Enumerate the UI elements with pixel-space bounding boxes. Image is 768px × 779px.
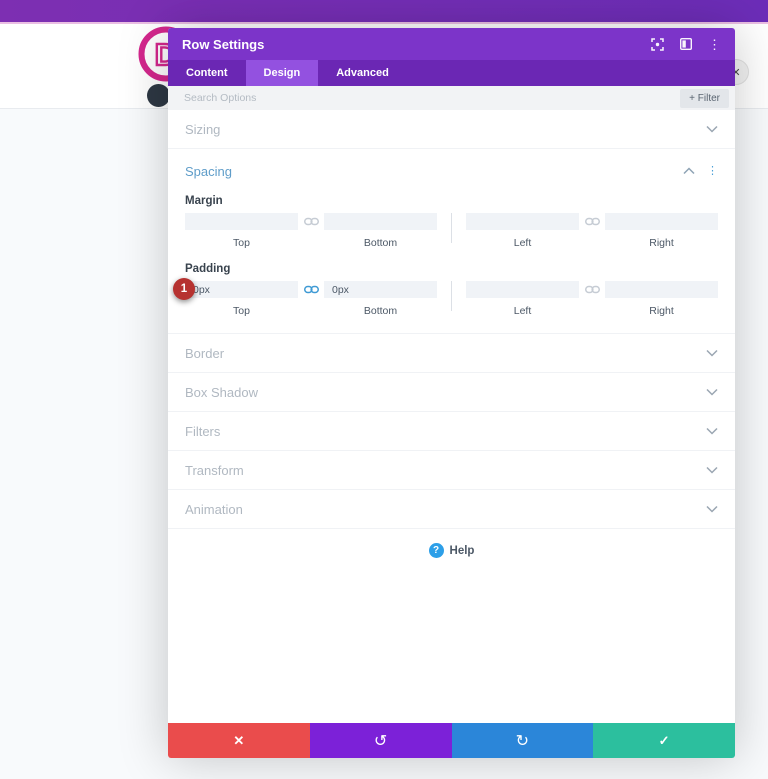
undo-icon: ↺: [373, 732, 388, 750]
help-link[interactable]: ? Help: [168, 543, 735, 558]
section-animation[interactable]: Animation: [168, 490, 735, 529]
section-transform[interactable]: Transform: [168, 451, 735, 490]
filter-button[interactable]: + Filter: [680, 88, 729, 108]
exit-icon: ✕: [731, 66, 741, 79]
builder-dot-button[interactable]: [147, 84, 170, 107]
link-values-icon[interactable]: [579, 281, 605, 294]
section-label: Border: [185, 345, 225, 361]
redo-icon: ↻: [515, 732, 530, 750]
modal-footer: ✕ ↺ ↻ ✓: [168, 723, 735, 758]
field-label: Bottom: [363, 305, 398, 317]
section-spacing-header[interactable]: Spacing ⋮: [185, 149, 718, 193]
padding-group: Padding 1 Top: [173, 263, 718, 317]
margin-group: Margin Top: [185, 195, 718, 249]
field-label: Top: [233, 237, 250, 249]
section-box-shadow[interactable]: Box Shadow: [168, 373, 735, 412]
tab-design[interactable]: Design: [245, 60, 319, 86]
chevron-down-icon: [706, 383, 718, 401]
section-label: Box Shadow: [185, 384, 258, 400]
link-values-icon[interactable]: [579, 213, 605, 226]
settings-content: Sizing Spacing ⋮ Margin: [168, 110, 735, 723]
close-icon: ✕: [233, 732, 245, 748]
margin-top-input[interactable]: [185, 213, 298, 230]
field-label: Left: [513, 305, 532, 317]
section-filters[interactable]: Filters: [168, 412, 735, 451]
modal-tab-bar: Content Design Advanced: [168, 60, 735, 86]
field-group-divider: [451, 213, 452, 243]
tab-content[interactable]: Content: [186, 67, 228, 79]
tab-advanced[interactable]: Advanced: [336, 67, 389, 79]
section-label: Sizing: [185, 121, 221, 137]
check-icon: ✓: [658, 732, 670, 748]
link-values-icon[interactable]: [298, 213, 324, 226]
field-label: Left: [513, 237, 532, 249]
chevron-down-icon: [706, 422, 718, 440]
search-options-bar: + Filter: [168, 86, 735, 110]
chevron-down-icon: [706, 500, 718, 518]
margin-left-input[interactable]: [466, 213, 579, 230]
section-label: Spacing: [185, 163, 232, 179]
chevron-up-icon[interactable]: [683, 162, 695, 180]
undo-button[interactable]: ↺: [309, 723, 452, 758]
padding-left-input[interactable]: [466, 281, 579, 298]
field-label: Right: [649, 237, 674, 249]
discard-button[interactable]: ✕: [168, 723, 310, 758]
kebab-menu-icon[interactable]: ⋮: [708, 36, 721, 52]
section-border[interactable]: Border: [168, 334, 735, 373]
expand-icon[interactable]: [651, 37, 664, 51]
field-label: Right: [649, 305, 674, 317]
section-options-icon[interactable]: ⋮: [707, 164, 718, 177]
section-sizing[interactable]: Sizing: [168, 110, 735, 149]
link-values-icon-active[interactable]: [298, 281, 324, 294]
margin-right-input[interactable]: [605, 213, 718, 230]
redo-button[interactable]: ↻: [451, 723, 594, 758]
section-label: Filters: [185, 423, 221, 439]
section-label: Animation: [185, 501, 243, 517]
modal-header[interactable]: Row Settings ⋮: [168, 28, 735, 60]
section-spacing-expanded: Spacing ⋮ Margin: [168, 149, 735, 334]
split-view-icon[interactable]: [680, 38, 692, 50]
padding-right-input[interactable]: [605, 281, 718, 298]
admin-top-bar: [0, 0, 768, 22]
help-icon: ?: [428, 543, 444, 558]
padding-top-input[interactable]: [185, 281, 298, 298]
annotation-badge: 1: [173, 278, 195, 300]
field-label: Top: [233, 305, 250, 317]
search-input[interactable]: [182, 91, 681, 105]
chevron-down-icon: [706, 120, 718, 138]
help-label: Help: [449, 544, 475, 557]
section-label: Transform: [185, 462, 244, 478]
field-group-divider: [451, 281, 452, 311]
padding-bottom-input[interactable]: [324, 281, 437, 298]
row-settings-modal: Row Settings ⋮ Content: [168, 28, 735, 758]
chevron-down-icon: [706, 344, 718, 362]
modal-title: Row Settings: [182, 36, 265, 52]
margin-label: Margin: [185, 195, 223, 207]
top-accent-line: [0, 22, 768, 24]
field-label: Bottom: [363, 237, 398, 249]
chevron-down-icon: [706, 461, 718, 479]
margin-bottom-input[interactable]: [324, 213, 437, 230]
save-button[interactable]: ✓: [593, 723, 735, 758]
padding-label: Padding: [185, 263, 231, 275]
